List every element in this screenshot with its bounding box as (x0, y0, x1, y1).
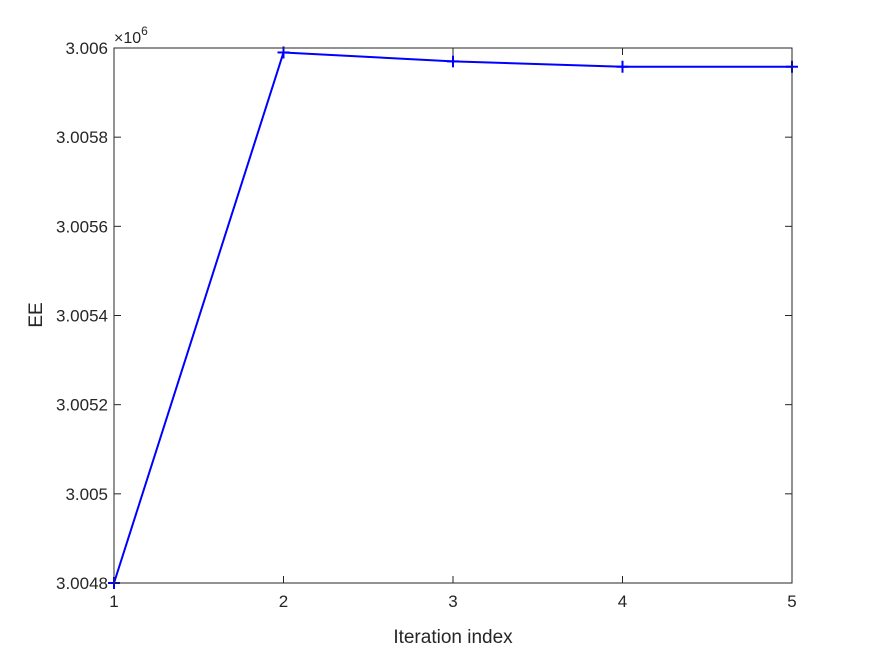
x-tick-label: 5 (787, 592, 796, 611)
y-tick-labels: 3.0048 3.005 3.0052 3.0054 3.0056 3.0058 3.006 (56, 39, 108, 593)
x-tick-label: 4 (618, 592, 627, 611)
y-tick-label: 3.0048 (56, 574, 108, 593)
y-tick-label: 3.005 (65, 485, 108, 504)
y-tick-label: 3.0052 (56, 396, 108, 415)
y-tick-label: 3.0058 (56, 128, 108, 147)
x-tick-label: 1 (109, 592, 118, 611)
x-tick-label: 2 (279, 592, 288, 611)
x-axis-label: Iteration index (393, 627, 513, 648)
y-axis-exponent-power: 6 (141, 24, 148, 38)
data-point-marker (447, 55, 459, 68)
data-point-marker (616, 60, 629, 73)
x-tick-labels: 1 2 3 4 5 (109, 592, 796, 611)
y-axis-exponent: ×106 (114, 24, 148, 47)
series-lines (113, 51, 793, 584)
y-axis-exponent-base: ×10 (114, 30, 141, 47)
axes-box (113, 47, 793, 584)
plot-area (114, 48, 792, 583)
series-line-segment (113, 51, 285, 584)
y-tick-label: 3.0054 (56, 307, 108, 326)
series-line-segment (282, 51, 454, 63)
y-tick-label: 3.006 (65, 39, 108, 58)
y-axis-label: EE (26, 302, 47, 327)
y-tick-label: 3.0056 (56, 217, 108, 236)
x-tick-label: 3 (448, 592, 457, 611)
series-line-segment (452, 60, 624, 68)
